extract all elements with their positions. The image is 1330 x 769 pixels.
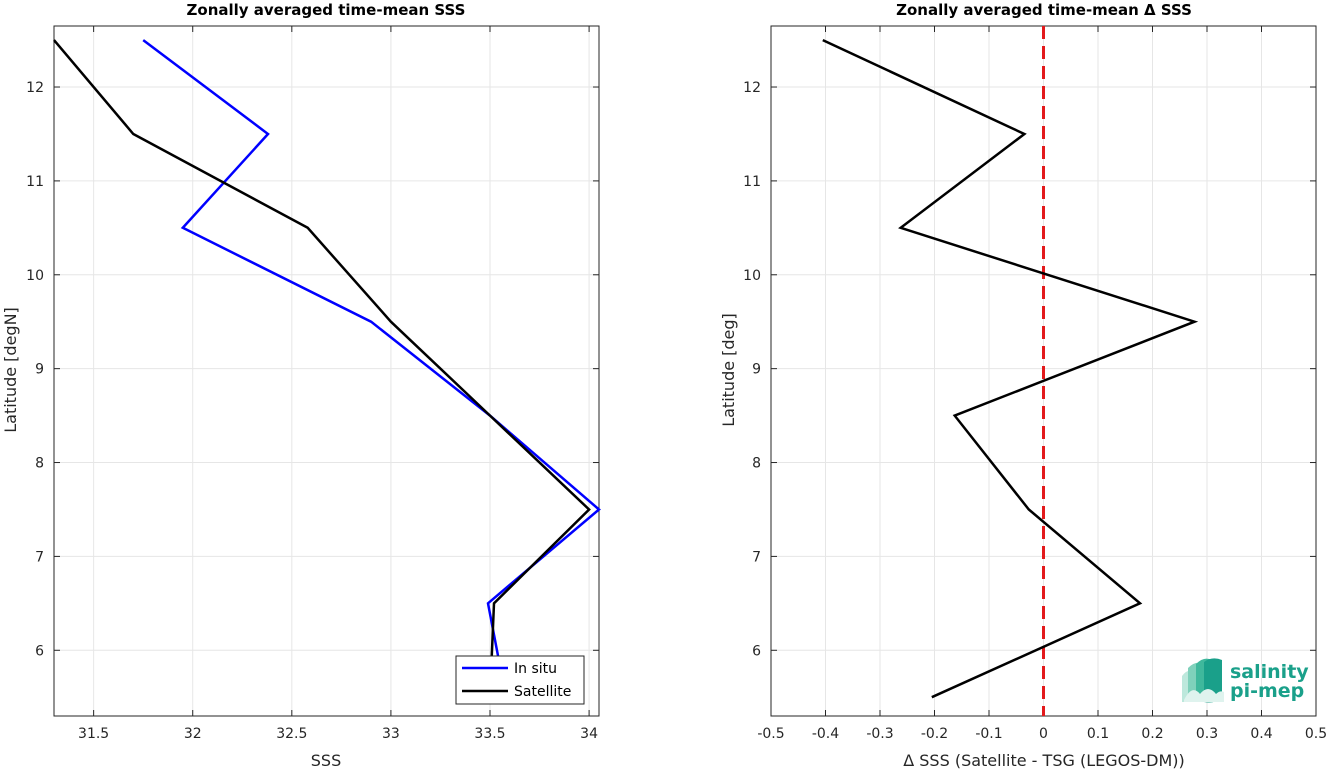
x-tick-label: -0.2 <box>921 726 948 742</box>
y-tick-label: 10 <box>26 268 44 284</box>
salinity-pi-mep-logo: salinity pi-mep <box>1182 658 1309 703</box>
y-axis-label: Latitude [deg] <box>719 313 738 427</box>
grid <box>54 26 599 716</box>
y-tick-label: 9 <box>35 362 44 378</box>
axes <box>53 25 600 717</box>
y-tick-label: 10 <box>743 268 761 284</box>
y-tick-labels: 6 7 8 9 10 11 12 <box>743 80 761 659</box>
x-tick-label: -0.3 <box>866 726 893 742</box>
y-tick-label: 6 <box>35 643 44 659</box>
axes-frame <box>53 25 600 717</box>
x-tick-label: -0.4 <box>812 726 839 742</box>
legend-label-in-situ: In situ <box>514 661 557 677</box>
x-tick-label: 33 <box>382 726 400 742</box>
x-tick-label: -0.5 <box>757 726 784 742</box>
x-tick-label: -0.1 <box>975 726 1002 742</box>
y-tick-labels: 6 7 8 9 10 11 12 <box>26 80 44 659</box>
series-group <box>53 39 601 698</box>
legend-label-satellite: Satellite <box>514 684 571 700</box>
x-tick-labels: -0.5 -0.4 -0.3 -0.2 -0.1 0 0.1 0.2 0.3 0.4 0.5 <box>757 726 1327 742</box>
y-tick-label: 8 <box>35 456 44 472</box>
logo-wave-icon <box>1182 658 1224 703</box>
y-tick-label: 7 <box>35 549 44 565</box>
logo-text-line2: pi-mep <box>1230 680 1304 702</box>
legend-box <box>455 655 585 705</box>
y-tick-label: 7 <box>752 549 761 565</box>
y-tick-label: 9 <box>752 362 761 378</box>
x-tick-labels: 31.5 32 32.5 33 33.5 34 <box>78 726 598 742</box>
x-tick-label: 0.1 <box>1087 726 1109 742</box>
x-tick-label: 0 <box>1039 726 1048 742</box>
y-tick-label: 11 <box>743 174 761 190</box>
x-tick-label: 34 <box>580 726 598 742</box>
series-group <box>822 38 1199 699</box>
x-tick-label: 0.5 <box>1305 726 1327 742</box>
logo-text-line1: salinity <box>1230 661 1309 683</box>
delta-sss-profile-panel: Zonally averaged time-mean Δ SSS -0.5 -0.… <box>719 1 1327 769</box>
sss-profile-panel: Zonally averaged time-mean SSS 31.5 32 32.… <box>1 1 601 769</box>
y-tick-label: 8 <box>752 456 761 472</box>
x-tick-label: 0.3 <box>1196 726 1218 742</box>
x-tick-label: 32 <box>184 726 202 742</box>
x-tick-label: 0.4 <box>1250 726 1272 742</box>
y-axis-label: Latitude [degN] <box>1 307 20 433</box>
chart-title: Zonally averaged time-mean SSS <box>187 1 466 19</box>
y-tick-label: 11 <box>26 174 44 190</box>
chart-title: Zonally averaged time-mean Δ SSS <box>896 1 1192 19</box>
x-axis-label: Δ SSS (Satellite - TSG (LEGOS-DM)) <box>903 751 1185 769</box>
x-tick-label: 31.5 <box>78 726 109 742</box>
y-tick-label: 12 <box>743 80 761 96</box>
legend: In situ Satellite <box>455 655 585 705</box>
series-line-in-situ <box>142 39 601 698</box>
series-line-satellite <box>53 39 591 698</box>
y-tick-label: 6 <box>752 643 761 659</box>
x-tick-label: 32.5 <box>276 726 307 742</box>
x-tick-label: 0.2 <box>1141 726 1163 742</box>
y-tick-label: 12 <box>26 80 44 96</box>
x-tick-label: 33.5 <box>474 726 505 742</box>
x-axis-label: SSS <box>311 751 341 769</box>
series-line-1 <box>822 38 1199 699</box>
